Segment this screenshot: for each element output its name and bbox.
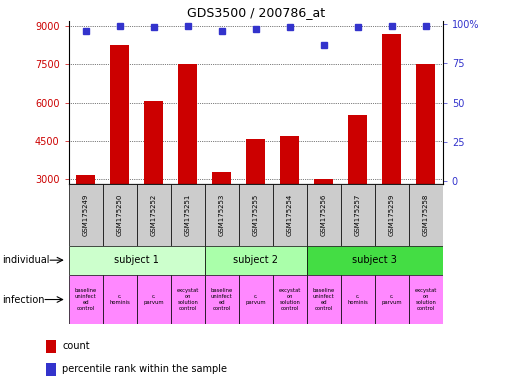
Bar <box>307 184 341 246</box>
Bar <box>273 275 307 324</box>
Bar <box>69 275 103 324</box>
Bar <box>46 339 56 353</box>
Text: percentile rank within the sample: percentile rank within the sample <box>62 364 227 374</box>
Bar <box>375 184 409 246</box>
Bar <box>137 275 171 324</box>
Text: GSM175259: GSM175259 <box>389 194 395 236</box>
Text: excystat
on
solution
control: excystat on solution control <box>415 288 437 311</box>
Text: c.
hominis: c. hominis <box>109 294 130 305</box>
Bar <box>349 115 367 184</box>
Bar <box>341 275 375 324</box>
Text: c.
hominis: c. hominis <box>347 294 368 305</box>
Bar <box>375 275 409 324</box>
Bar <box>103 184 137 246</box>
Bar <box>246 139 265 184</box>
Bar <box>137 184 171 246</box>
Bar <box>307 275 341 324</box>
Text: c.
parvum: c. parvum <box>382 294 402 305</box>
Bar <box>416 64 435 184</box>
Text: c.
parvum: c. parvum <box>144 294 164 305</box>
Bar <box>69 184 103 246</box>
Text: GSM175253: GSM175253 <box>219 194 225 236</box>
Text: individual: individual <box>3 255 50 265</box>
Bar <box>46 362 56 376</box>
Text: GSM175251: GSM175251 <box>185 194 191 236</box>
Bar <box>280 136 299 184</box>
Text: c.
parvum: c. parvum <box>245 294 266 305</box>
Bar <box>409 275 443 324</box>
Bar <box>76 175 95 184</box>
Text: GSM175250: GSM175250 <box>117 194 123 236</box>
Text: excystat
on
solution
control: excystat on solution control <box>278 288 301 311</box>
Text: subject 2: subject 2 <box>233 255 278 265</box>
Bar <box>341 184 375 246</box>
Text: GSM175249: GSM175249 <box>83 194 89 236</box>
Text: infection: infection <box>3 295 45 305</box>
Text: subject 3: subject 3 <box>352 255 397 265</box>
Text: count: count <box>62 341 90 351</box>
Bar <box>69 246 205 275</box>
Bar <box>205 184 239 246</box>
Bar <box>273 184 307 246</box>
Text: GSM175252: GSM175252 <box>151 194 157 236</box>
Bar <box>171 275 205 324</box>
Text: GSM175257: GSM175257 <box>355 194 361 236</box>
Bar <box>409 184 443 246</box>
Text: baseline
uninfect
ed
control: baseline uninfect ed control <box>313 288 335 311</box>
Text: baseline
uninfect
ed
control: baseline uninfect ed control <box>75 288 97 311</box>
Bar <box>103 275 137 324</box>
Bar <box>205 275 239 324</box>
Bar <box>145 101 163 184</box>
Bar <box>382 34 401 184</box>
Text: baseline
uninfect
ed
control: baseline uninfect ed control <box>211 288 233 311</box>
Bar <box>110 45 129 184</box>
Bar <box>205 246 307 275</box>
Bar <box>239 275 273 324</box>
Text: GSM175256: GSM175256 <box>321 194 327 236</box>
Bar <box>315 179 333 184</box>
Text: excystat
on
solution
control: excystat on solution control <box>177 288 199 311</box>
Bar <box>171 184 205 246</box>
Title: GDS3500 / 200786_at: GDS3500 / 200786_at <box>187 5 325 18</box>
Text: GSM175258: GSM175258 <box>423 194 429 236</box>
Bar <box>239 184 273 246</box>
Text: GSM175255: GSM175255 <box>253 194 259 236</box>
Text: GSM175254: GSM175254 <box>287 194 293 236</box>
Bar <box>212 172 231 184</box>
Text: subject 1: subject 1 <box>115 255 159 265</box>
Bar <box>178 64 197 184</box>
Bar <box>307 246 443 275</box>
